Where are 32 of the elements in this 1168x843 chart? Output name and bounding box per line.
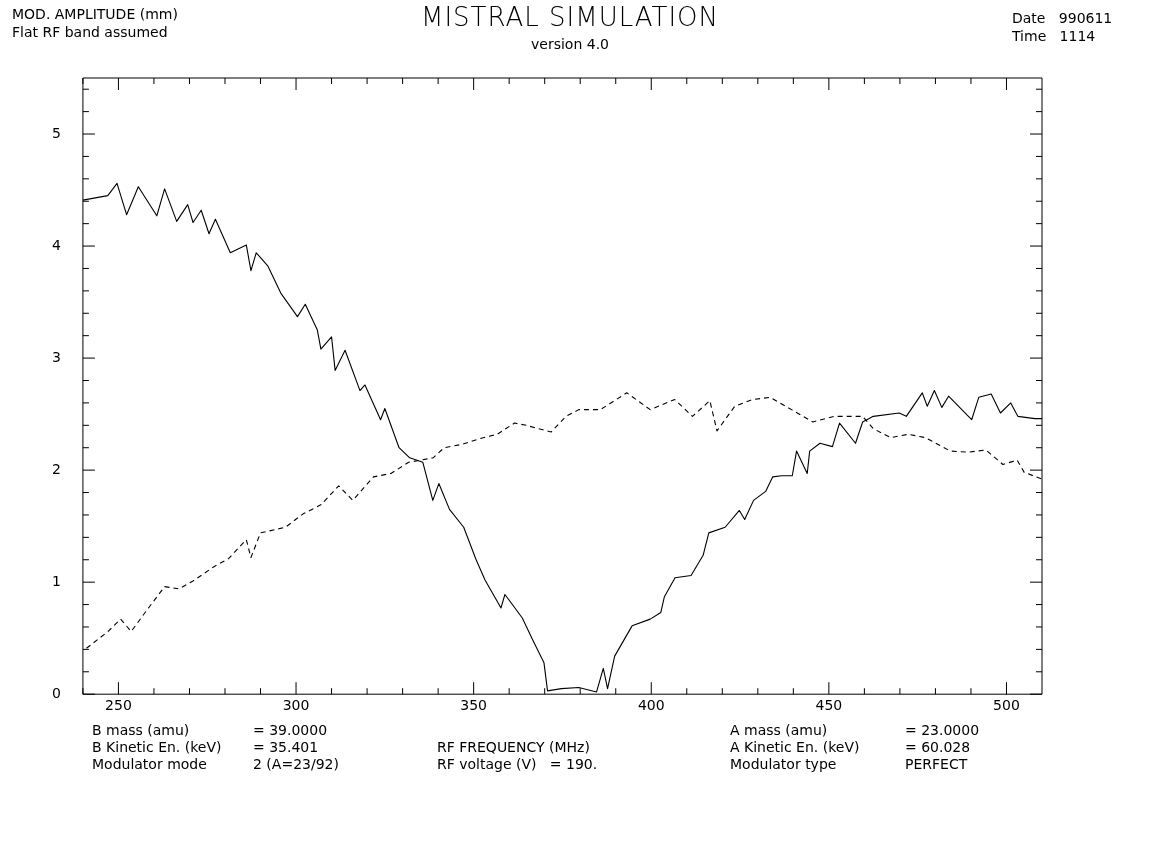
y-tick-label: 1 (51, 572, 61, 589)
text: 2 (A=23/92) (253, 756, 339, 772)
x-tick-label: 300 (282, 697, 310, 714)
text: Modulator type (730, 756, 837, 772)
x-tick-label: 250 (105, 697, 132, 714)
chart-subtitle: version 4.0 (530, 36, 610, 52)
text: RF voltage (V) = 190. (437, 756, 598, 772)
y-tick-label: 4 (51, 236, 61, 253)
text: B mass (amu) (92, 722, 190, 738)
y-tick-label: 5 (51, 124, 61, 141)
text: Modulator mode (92, 756, 207, 772)
text: = 35.401 (253, 739, 319, 755)
text: PERFECT (905, 756, 968, 772)
y-axis-title: MOD. AMPLITUDE (mm) (12, 6, 178, 22)
text: Date 990611 (1012, 10, 1113, 26)
x-tick-label: 400 (637, 697, 665, 714)
text: B Kinetic En. (keV) (92, 739, 222, 755)
y-tick-label: 0 (51, 684, 61, 701)
text: = 23.0000 (905, 722, 980, 738)
x-tick-label: 350 (460, 697, 488, 714)
text: = 39.0000 (253, 722, 328, 738)
text: A Kinetic En. (keV) (730, 739, 860, 755)
chart-title: MISTRAL SIMULATION (420, 2, 720, 32)
x-tick-label: 500 (993, 697, 1020, 714)
text: A mass (amu) (730, 722, 828, 738)
text: Flat RF band assumed (12, 24, 168, 40)
x-tick-label: 450 (815, 697, 843, 714)
text: Time 1114 (1012, 28, 1096, 44)
text: = 60.028 (905, 739, 971, 755)
y-tick-label: 2 (51, 460, 61, 477)
x-axis-title: RF FREQUENCY (MHz) (437, 739, 590, 755)
y-tick-label: 3 (51, 348, 61, 365)
